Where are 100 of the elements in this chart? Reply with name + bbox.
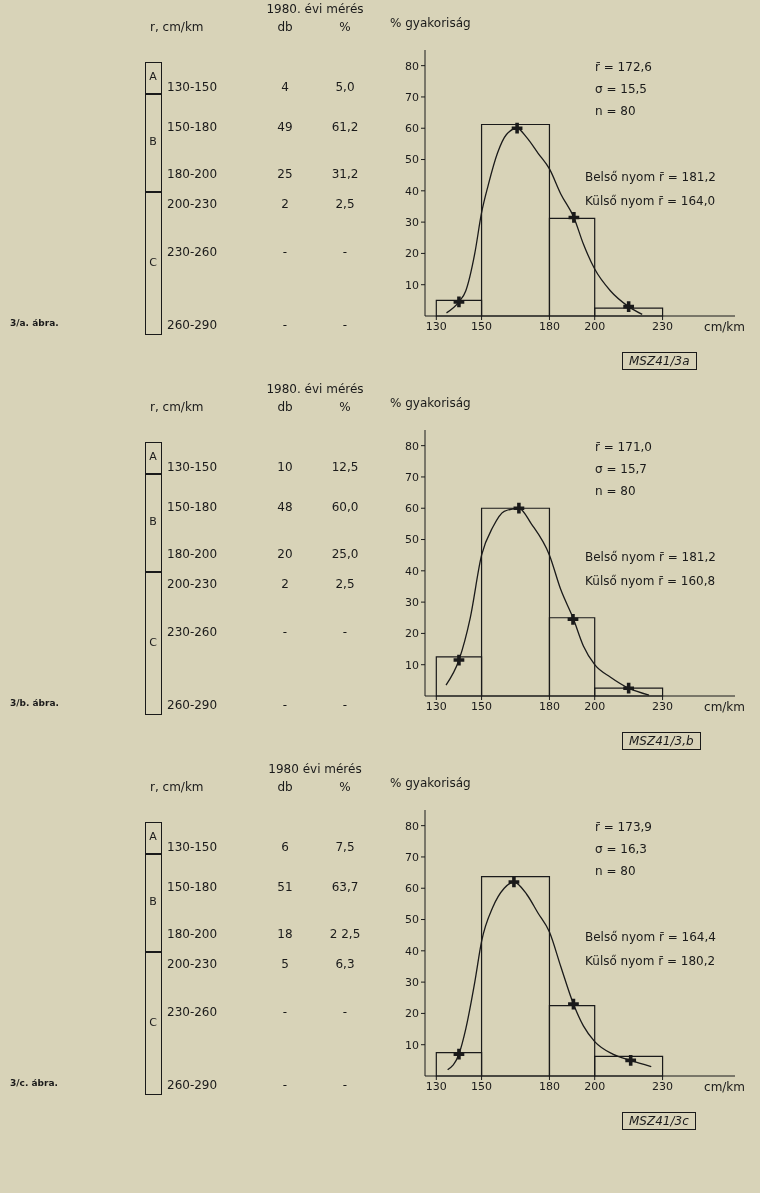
text: 260-290 (167, 318, 218, 333)
text: 25 (277, 167, 293, 182)
text: 2 (281, 577, 289, 592)
y-tick-label: 80 (405, 439, 419, 453)
x-tick-label: 180 (538, 699, 560, 713)
x-tick-label: 200 (584, 319, 606, 333)
y-axis-title: % gyakoriság (390, 16, 471, 31)
text: 51 (277, 880, 293, 895)
y-tick-label: 40 (405, 564, 419, 578)
text: - (282, 245, 288, 260)
annotation: n = 80 (595, 484, 636, 499)
y-tick-label: 80 (405, 819, 419, 833)
text: 63,7 (331, 880, 359, 895)
y-tick-label: 50 (405, 533, 419, 547)
x-tick-label: 230 (652, 1079, 674, 1093)
text: 3/a. ábra. (10, 318, 59, 329)
annotation: r̄ = 172,6 (595, 60, 652, 75)
y-tick-label: 40 (405, 184, 419, 198)
text: - (342, 318, 348, 333)
y-axis-title: % gyakoriság (390, 396, 471, 411)
y-tick-label: 30 (405, 216, 419, 230)
x-tick-label: 130 (425, 699, 447, 713)
text: 31,2 (331, 167, 359, 182)
text: 5,0 (335, 80, 355, 95)
text: B (149, 515, 157, 529)
y-tick-label: 60 (405, 122, 419, 136)
text: 180-200 (167, 927, 218, 942)
annotation: Külső nyom r̄ = 160,8 (585, 574, 716, 589)
label-box: MSZ41/3c (622, 1112, 696, 1130)
text: % (339, 400, 351, 415)
text: - (342, 625, 348, 640)
text: 130-150 (167, 840, 218, 855)
y-tick-label: 20 (405, 627, 419, 641)
text: db (277, 20, 293, 35)
text: - (342, 245, 348, 260)
text: C (149, 255, 157, 269)
annotation: r̄ = 173,9 (595, 820, 652, 835)
y-tick-label: 50 (405, 153, 419, 167)
x-axis-title: cm/km (704, 700, 745, 715)
text: 260-290 (167, 1078, 218, 1093)
text: 60,0 (331, 500, 359, 515)
x-tick-label: 230 (652, 699, 674, 713)
y-tick-label: 10 (405, 658, 419, 672)
annotation: Belső nyom r̄ = 164,4 (585, 930, 716, 945)
annotation: Belső nyom r̄ = 181,2 (585, 550, 716, 565)
text: 2,5 (335, 197, 355, 212)
text: 20 (277, 547, 293, 562)
text: 7,5 (335, 840, 355, 855)
label-box: MSZ41/3,b (622, 732, 701, 750)
text: - (342, 698, 348, 713)
text: 5 (281, 957, 289, 972)
text: 25,0 (331, 547, 359, 562)
y-tick-label: 70 (405, 90, 419, 104)
text: 180-200 (167, 547, 218, 562)
text: 230-260 (167, 245, 218, 260)
text: 260-290 (167, 698, 218, 713)
text: B (149, 895, 157, 909)
text: - (282, 318, 288, 333)
y-tick-label: 10 (405, 278, 419, 292)
point (453, 654, 465, 666)
text: 150-180 (167, 500, 218, 515)
text: 200-230 (167, 957, 218, 972)
point (513, 502, 525, 514)
x-tick-label: 180 (538, 1079, 560, 1093)
point (623, 682, 635, 694)
text: db (277, 400, 293, 415)
text: 4 (281, 80, 289, 95)
x-tick-label: 130 (425, 1079, 447, 1093)
point (511, 122, 523, 134)
y-tick-label: 70 (405, 470, 419, 484)
y-axis-title: % gyakoriság (390, 776, 471, 791)
text: - (342, 1005, 348, 1020)
x-tick-label: 180 (538, 319, 560, 333)
text: 2 2,5 (329, 927, 361, 942)
text: 200-230 (167, 197, 218, 212)
y-tick-label: 20 (405, 1007, 419, 1021)
text: r, cm/km (150, 20, 204, 35)
annotation: n = 80 (595, 864, 636, 879)
label-box: MSZ41/3a (622, 352, 697, 370)
x-tick-label: 200 (584, 699, 606, 713)
point (567, 613, 579, 625)
point (453, 1048, 465, 1060)
y-tick-label: 30 (405, 596, 419, 610)
text: 230-260 (167, 625, 218, 640)
point (508, 876, 520, 888)
text: 49 (277, 120, 293, 135)
text: % (339, 780, 351, 795)
annotation: r̄ = 171,0 (595, 440, 652, 455)
text: 180-200 (167, 167, 218, 182)
text: - (342, 1078, 348, 1093)
text: B (149, 135, 157, 149)
text: 230-260 (167, 1005, 218, 1020)
text: - (282, 1078, 288, 1093)
text: 10 (277, 460, 293, 475)
x-axis-title: cm/km (704, 1080, 745, 1095)
y-tick-label: 60 (405, 502, 419, 516)
text: 1980. évi mérés (266, 382, 364, 397)
x-tick-label: 150 (471, 1079, 493, 1093)
x-tick-label: 150 (471, 699, 493, 713)
point (568, 998, 579, 1010)
